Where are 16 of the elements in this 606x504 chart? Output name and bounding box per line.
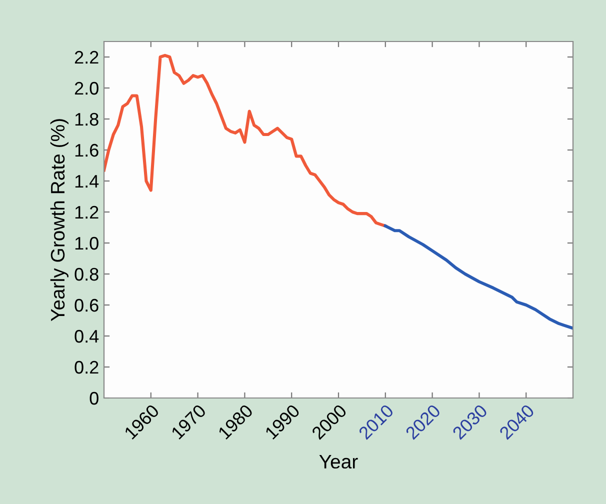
y-tick-label: 1.6 <box>75 144 98 157</box>
y-tick-label: 2.0 <box>74 82 98 95</box>
y-tick-label: 0.8 <box>74 268 98 281</box>
y-tick-label: 1.8 <box>75 112 98 126</box>
line-series <box>384 224 573 330</box>
y-tick-label: 0.4 <box>74 330 99 343</box>
y-tick-label: 0.6 <box>74 298 98 312</box>
y-axis-title: Yearly Growth Rate (%) <box>50 119 68 322</box>
y-tick-label: 0 <box>90 392 98 405</box>
y-tick-label: 1.4 <box>75 175 99 188</box>
y-tick-label: 0.2 <box>74 360 98 374</box>
x-axis-title: Year <box>319 454 358 469</box>
y-tick-label: 1.2 <box>75 206 98 219</box>
y-tick-label: 1.0 <box>75 236 98 250</box>
y-tick-label: 2.2 <box>74 50 98 64</box>
line-series <box>104 54 387 228</box>
